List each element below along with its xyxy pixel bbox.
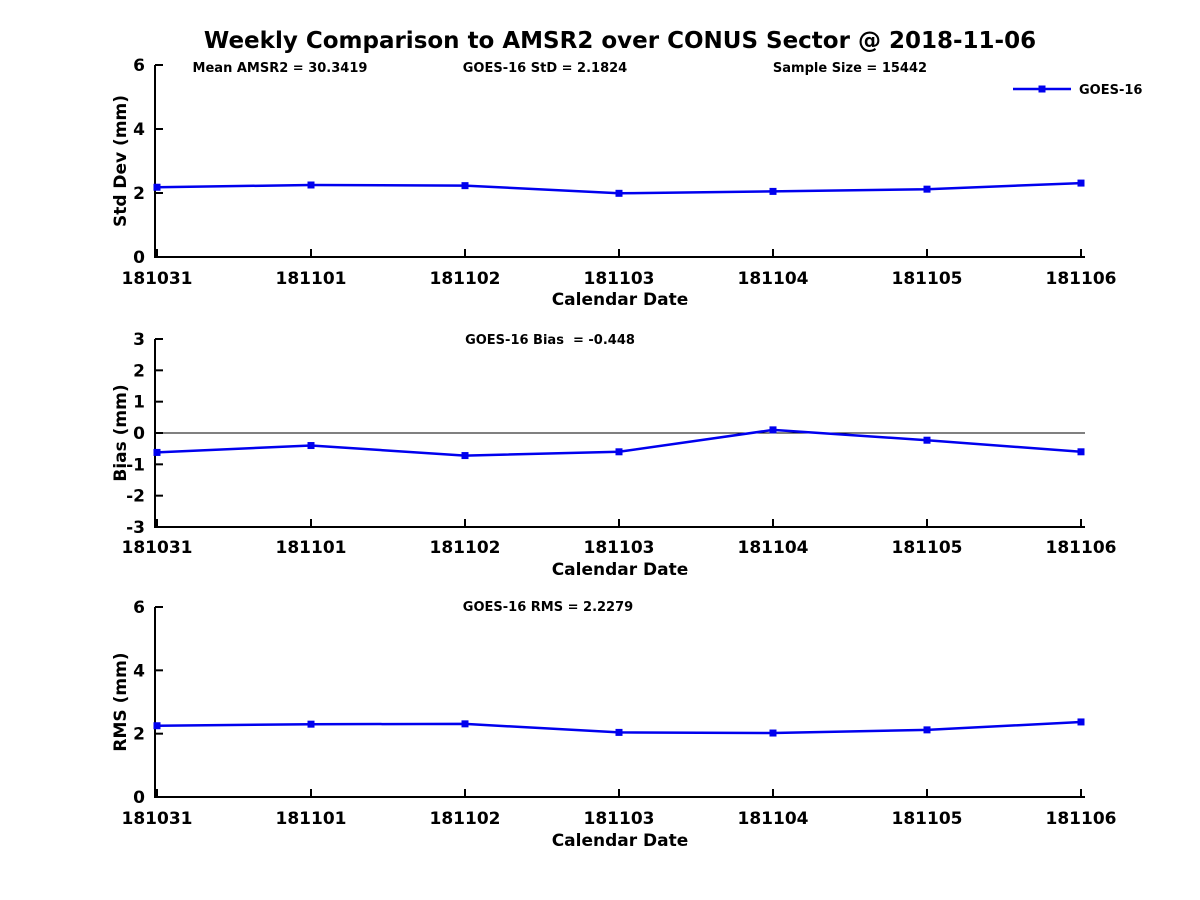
x-tick-label: 181101 bbox=[276, 809, 347, 829]
y-tick-label: 0 bbox=[133, 424, 145, 444]
subplot-bias: -3 -2 -1 0 1 2 3 181031 181101 181102 181103 181104… bbox=[111, 330, 1116, 580]
data-point-marker bbox=[615, 189, 623, 197]
y-tick-label: 0 bbox=[133, 788, 145, 808]
data-point-marker bbox=[923, 436, 931, 444]
x-tick-label: 181106 bbox=[1046, 809, 1117, 829]
y-tick-label: 4 bbox=[133, 120, 145, 140]
data-point-marker bbox=[1077, 179, 1085, 187]
figure-title: Weekly Comparison to AMSR2 over CONUS Se… bbox=[203, 28, 1037, 54]
y-tick-label: 2 bbox=[133, 725, 145, 745]
data-point-marker bbox=[307, 181, 315, 189]
data-point-marker bbox=[153, 448, 161, 456]
legend: GOES-16 bbox=[1013, 83, 1142, 98]
data-point-marker bbox=[769, 187, 777, 195]
y-axis-label: RMS (mm) bbox=[111, 652, 131, 751]
subplot-rms: 0 2 4 6 181031 181101 181102 181103 181104 181105… bbox=[111, 598, 1116, 851]
y-tick-label: 2 bbox=[133, 361, 145, 381]
data-point-marker bbox=[615, 448, 623, 456]
x-tick-label: 181031 bbox=[122, 809, 193, 829]
data-point-marker bbox=[769, 729, 777, 737]
x-tick-label: 181104 bbox=[738, 809, 809, 829]
x-tick-label: 181104 bbox=[738, 538, 809, 558]
x-axis-label: Calendar Date bbox=[552, 831, 689, 851]
y-tick-label: 1 bbox=[133, 393, 145, 413]
x-tick-label: 181103 bbox=[584, 269, 655, 289]
x-tick-label: 181105 bbox=[892, 269, 963, 289]
x-tick-label: 181031 bbox=[122, 269, 193, 289]
x-axis-label: Calendar Date bbox=[552, 290, 689, 310]
data-point-marker bbox=[923, 726, 931, 734]
stat-annotation: Mean AMSR2 = 30.3419 bbox=[193, 61, 368, 76]
stat-annotation: GOES-16 RMS = 2.2279 bbox=[463, 600, 633, 615]
y-tick-label: 6 bbox=[133, 598, 145, 618]
x-tick-label: 181105 bbox=[892, 538, 963, 558]
y-tick-label: 2 bbox=[133, 184, 145, 204]
axis-frame bbox=[154, 65, 1085, 258]
subplot-std_dev: 0 2 4 6 181031 181101 181102 181103 181104 181105… bbox=[111, 56, 1142, 310]
x-tick-label: 181104 bbox=[738, 269, 809, 289]
data-point-marker bbox=[461, 452, 469, 460]
data-point-marker bbox=[1077, 448, 1085, 456]
x-tick-label: 181102 bbox=[430, 269, 501, 289]
data-point-marker bbox=[461, 720, 469, 728]
x-tick-label: 181102 bbox=[430, 538, 501, 558]
x-tick-label: 181102 bbox=[430, 809, 501, 829]
data-point-marker bbox=[461, 182, 469, 190]
stat-annotation: Sample Size = 15442 bbox=[773, 61, 927, 76]
x-tick-label: 181106 bbox=[1046, 269, 1117, 289]
data-point-marker bbox=[769, 426, 777, 434]
x-axis-label: Calendar Date bbox=[552, 560, 689, 580]
data-point-marker bbox=[153, 722, 161, 730]
legend-marker bbox=[1038, 85, 1046, 93]
x-tick-label: 181105 bbox=[892, 809, 963, 829]
x-tick-label: 181103 bbox=[584, 809, 655, 829]
axis-frame bbox=[154, 607, 1085, 798]
data-point-marker bbox=[1077, 718, 1085, 726]
data-point-marker bbox=[307, 442, 315, 450]
y-tick-label: 3 bbox=[133, 330, 145, 350]
y-axis-label: Std Dev (mm) bbox=[111, 95, 131, 227]
data-point-marker bbox=[307, 720, 315, 728]
x-tick-label: 181101 bbox=[276, 269, 347, 289]
x-tick-label: 181103 bbox=[584, 538, 655, 558]
stat-annotation: GOES-16 Bias = -0.448 bbox=[465, 333, 635, 348]
y-tick-label: 0 bbox=[133, 248, 145, 268]
data-point-marker bbox=[153, 183, 161, 191]
y-tick-label: -3 bbox=[126, 518, 145, 538]
legend-label: GOES-16 bbox=[1079, 83, 1142, 98]
x-tick-label: 181031 bbox=[122, 538, 193, 558]
y-axis-label: Bias (mm) bbox=[111, 384, 131, 481]
stat-annotation: GOES-16 StD = 2.1824 bbox=[463, 61, 627, 76]
x-tick-label: 181101 bbox=[276, 538, 347, 558]
x-tick-label: 181106 bbox=[1046, 538, 1117, 558]
data-point-marker bbox=[923, 185, 931, 193]
y-tick-label: -2 bbox=[126, 487, 145, 507]
y-tick-label: 4 bbox=[133, 661, 145, 681]
data-point-marker bbox=[615, 728, 623, 736]
y-tick-label: 6 bbox=[133, 56, 145, 76]
y-tick-label: -1 bbox=[126, 455, 145, 475]
